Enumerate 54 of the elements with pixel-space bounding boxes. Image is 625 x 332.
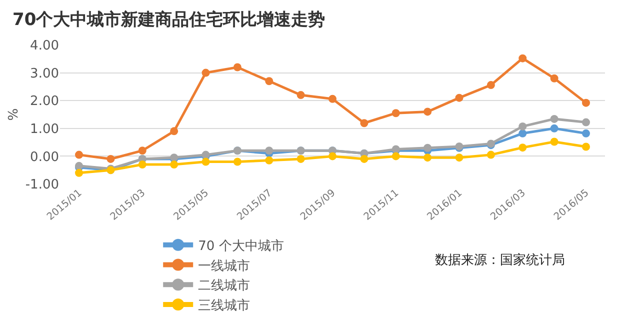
- point: [106, 154, 115, 163]
- point: [424, 144, 432, 152]
- point: [392, 109, 400, 118]
- point: [202, 68, 210, 77]
- point: [202, 158, 210, 166]
- point: [233, 158, 242, 166]
- y-tick-label: 0.00: [30, 150, 59, 165]
- legend-label: 70 个大中城市: [198, 238, 284, 254]
- point: [424, 108, 432, 116]
- legend-label: 一线城市: [198, 258, 250, 274]
- y-tick-label: 4.00: [30, 38, 59, 54]
- point: [455, 154, 464, 162]
- y-tick-label: -1.00: [25, 178, 59, 193]
- point: [138, 146, 146, 155]
- point: [170, 160, 178, 169]
- point: [518, 122, 527, 130]
- point: [582, 98, 590, 107]
- legend-label: 二线城市: [198, 278, 250, 294]
- point: [486, 81, 495, 90]
- point: [360, 154, 368, 163]
- point: [265, 156, 274, 164]
- point: [265, 77, 274, 86]
- point: [582, 118, 590, 126]
- point: [582, 142, 590, 151]
- point: [75, 168, 84, 177]
- point: [328, 94, 336, 103]
- point: [265, 146, 274, 155]
- point: [75, 150, 84, 159]
- legend-label: 三线城市: [198, 298, 250, 314]
- point: [550, 114, 558, 123]
- y-axis-title: %: [6, 108, 22, 121]
- point: [296, 91, 305, 100]
- point: [296, 154, 305, 163]
- point: [170, 127, 178, 136]
- point: [455, 94, 464, 102]
- point: [233, 63, 242, 72]
- point: [518, 129, 527, 138]
- point: [392, 152, 400, 160]
- y-tick-label: 2.00: [30, 94, 59, 110]
- point: [518, 144, 527, 152]
- y-tick-label: 3.00: [30, 66, 59, 82]
- point: [550, 74, 558, 82]
- source-note: 数据来源：国家统计局: [435, 252, 565, 268]
- point: [582, 129, 590, 138]
- point: [424, 154, 432, 162]
- point: [486, 150, 495, 159]
- chart-title: 70个大中城市新建商品住宅环比增速走势: [12, 10, 326, 30]
- point: [138, 160, 146, 169]
- y-tick-label: 1.00: [30, 122, 59, 137]
- point: [360, 119, 368, 128]
- point: [518, 54, 527, 62]
- point: [550, 124, 558, 132]
- point: [550, 138, 558, 146]
- point: [328, 152, 336, 160]
